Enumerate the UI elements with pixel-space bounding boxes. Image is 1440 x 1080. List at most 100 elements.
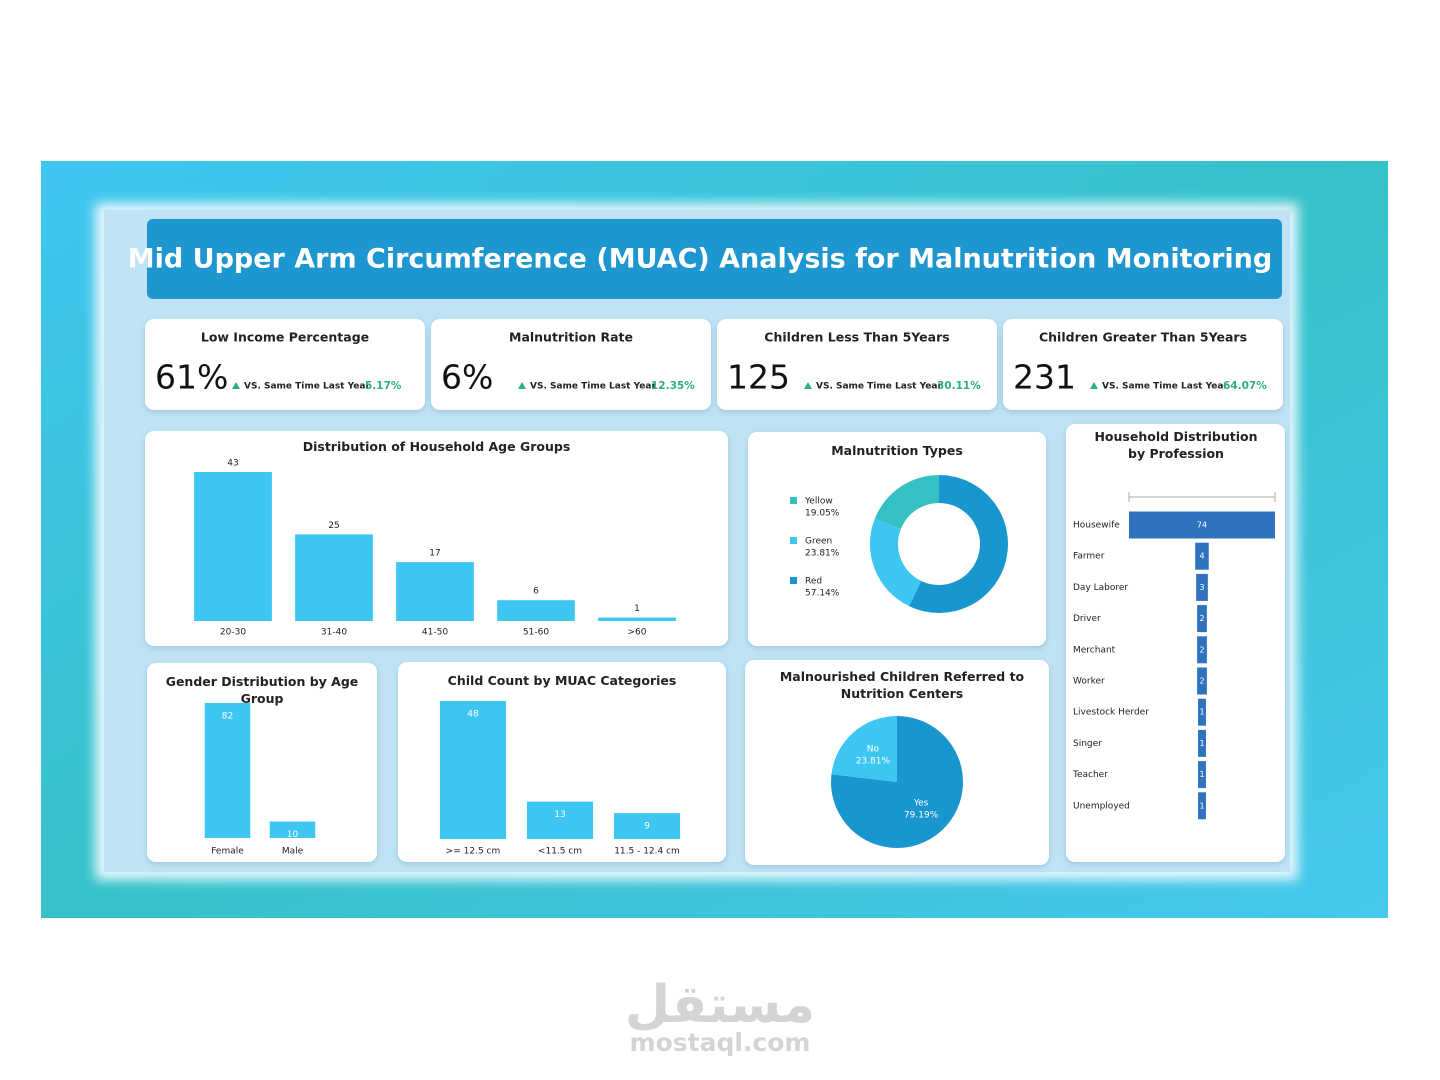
data-label: 43 <box>227 459 238 469</box>
bar <box>1198 761 1206 789</box>
legend-label: Yellow <box>804 497 833 507</box>
kpi-value: 61% <box>155 358 228 397</box>
pie-slice <box>831 716 897 782</box>
bar <box>497 600 575 621</box>
chart-title: Malnourished Children Referred to Nutrit… <box>779 669 1025 701</box>
chart-title: Household Distribution by Profession <box>1094 429 1258 461</box>
kpi-value: 125 <box>727 358 790 397</box>
data-label: 13 <box>554 810 565 820</box>
category-label: Livestock Herder <box>1073 708 1149 718</box>
data-label: 1 <box>1199 801 1204 810</box>
category-label: Unemployed <box>1073 801 1130 811</box>
bar <box>204 703 251 838</box>
x-tick-label: Female <box>211 847 244 857</box>
bar <box>1196 573 1208 601</box>
category-label: Worker <box>1073 677 1105 687</box>
slice-value: 79.19% <box>904 811 939 821</box>
slice-label: No <box>867 744 880 754</box>
data-label: 74 <box>1197 521 1207 530</box>
bar <box>194 472 272 621</box>
kpi-change: 5.17% <box>365 380 402 392</box>
bar <box>1198 729 1206 757</box>
kpi-label: Malnutrition Rate <box>509 330 633 345</box>
data-label: 6 <box>533 587 539 597</box>
kpi-change: 12.35% <box>651 380 695 392</box>
card <box>1003 319 1283 410</box>
card <box>717 319 997 410</box>
category-label: Singer <box>1073 739 1102 749</box>
legend-label: Red <box>805 577 822 587</box>
bar <box>439 701 507 839</box>
trend-icon <box>518 382 526 389</box>
x-tick-label: >= 12.5 cm <box>446 847 501 857</box>
bar <box>598 617 676 621</box>
bar <box>1197 667 1207 695</box>
card <box>1066 424 1285 862</box>
x-tick-label: 11.5 - 12.4 cm <box>614 847 680 857</box>
trend-icon <box>1090 382 1098 389</box>
bar <box>1197 605 1207 633</box>
legend-value: 19.05% <box>805 509 840 519</box>
card <box>431 319 711 410</box>
data-label: 1 <box>1199 770 1204 779</box>
category-label: Day Laborer <box>1073 583 1128 593</box>
data-label: 3 <box>1199 583 1204 592</box>
x-tick-label: >60 <box>628 628 647 638</box>
legend-value: 23.81% <box>805 549 840 559</box>
data-label: 2 <box>1199 645 1204 654</box>
donut-slice <box>870 518 922 607</box>
kpi-comparison: VS. Same Time Last Year <box>530 382 656 392</box>
category-label: Teacher <box>1072 770 1108 780</box>
data-label: 2 <box>1199 677 1204 686</box>
legend-swatch <box>790 537 797 544</box>
donut-slice <box>909 475 1008 613</box>
kpi-label: Low Income Percentage <box>201 330 369 345</box>
data-label: 25 <box>328 521 339 531</box>
legend-swatch <box>790 577 797 584</box>
data-label: 4 <box>1199 552 1204 561</box>
category-label: Farmer <box>1073 552 1105 562</box>
data-label: 9 <box>644 822 650 832</box>
kpi-value: 6% <box>441 358 493 397</box>
title-bar <box>147 219 1282 299</box>
x-tick-label: 20-30 <box>220 628 246 638</box>
trend-icon <box>232 382 240 389</box>
trend-icon <box>804 382 812 389</box>
data-label: 1 <box>1199 708 1204 717</box>
bar <box>396 562 474 621</box>
x-tick-label: 41-50 <box>422 628 448 638</box>
data-label: 10 <box>287 830 299 840</box>
x-tick-label: <11.5 cm <box>538 847 582 857</box>
category-label: Driver <box>1073 614 1101 624</box>
data-label: 2 <box>1199 614 1204 623</box>
watermark-url: mostaql.com <box>630 1028 811 1057</box>
data-label: 17 <box>429 549 440 559</box>
bar <box>1198 792 1206 820</box>
donut-slice <box>874 475 939 530</box>
data-label: 48 <box>467 710 479 720</box>
chart-title: Malnutrition Types <box>831 443 963 458</box>
bar <box>526 801 594 839</box>
bar <box>613 813 681 839</box>
bar <box>1195 542 1209 570</box>
x-tick-label: 51-60 <box>523 628 549 638</box>
x-tick-label: 31-40 <box>321 628 347 638</box>
watermark-logo: مستقل <box>625 975 815 1035</box>
kpi-label: Children Less Than 5Years <box>764 330 949 345</box>
legend-swatch <box>790 497 797 504</box>
chart-title: Distribution of Household Age Groups <box>302 439 571 454</box>
data-label: 82 <box>222 712 233 722</box>
bar <box>1197 636 1207 664</box>
data-label: 1 <box>634 604 640 614</box>
kpi-comparison: VS. Same Time Last Year <box>1102 382 1228 392</box>
kpi-comparison: VS. Same Time Last Year <box>244 382 370 392</box>
data-label: 1 <box>1199 739 1204 748</box>
legend-value: 57.14% <box>805 589 840 599</box>
kpi-comparison: VS. Same Time Last Year <box>816 382 942 392</box>
chart-title: Child Count by MUAC Categories <box>447 673 677 688</box>
kpi-change: 64.07% <box>1223 380 1267 392</box>
bar <box>295 534 373 621</box>
chart-title: Gender Distribution by Age Group <box>165 674 359 706</box>
